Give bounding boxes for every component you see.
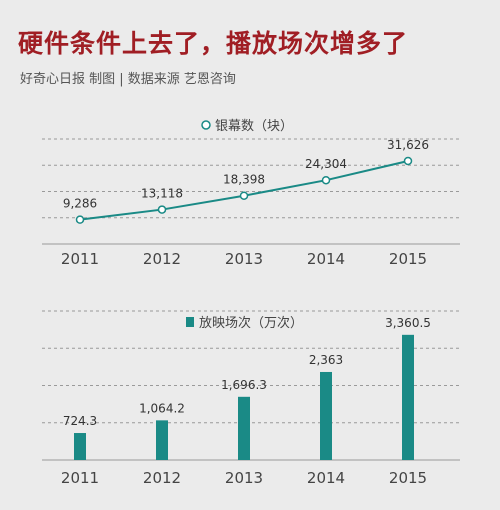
bar-legend-label: 放映场次（万次） [199, 315, 303, 331]
bar-chart-series: 724.3 1,064.2 1,696.3 2,363 3,360.5 [63, 316, 431, 460]
line-data-label: 24,304 [305, 157, 347, 171]
bar-x-tick-label: 2012 [143, 469, 181, 487]
line-x-tick-label: 2015 [389, 250, 427, 268]
bar-data-label: 2,363 [309, 353, 343, 367]
line-chart-series: 9,286 13,118 18,398 24,304 31,626 [63, 138, 429, 224]
bar-x-tick-label: 2011 [61, 469, 99, 487]
line-data-label: 13,118 [141, 187, 183, 201]
bar-data-label: 1,696.3 [221, 378, 267, 392]
bar-x-tick-label: 2015 [389, 469, 427, 487]
bar-data-label: 3,360.5 [385, 316, 431, 330]
line-legend: 银幕数（块） [201, 119, 293, 134]
line-data-label: 9,286 [63, 197, 97, 211]
line-legend-marker-icon [201, 120, 211, 130]
bar-x-tick-label: 2014 [307, 469, 345, 487]
line-data-point [239, 191, 249, 200]
line-data-point [321, 175, 331, 185]
bar [74, 433, 86, 460]
line-x-tick-label: 2014 [307, 250, 345, 268]
bar-legend-marker-icon [186, 317, 194, 327]
bar-chart-x-axis: 2011 2012 2013 2014 2015 [61, 469, 427, 487]
bar-data-label: 724.3 [63, 414, 97, 428]
line-legend-label: 银幕数（块） [215, 119, 293, 134]
chart-subtitle: 好奇心日报 制图 | 数据来源 艺恩咨询 [20, 72, 236, 87]
line-data-label: 18,398 [223, 173, 265, 187]
bar-x-tick-label: 2013 [225, 469, 263, 487]
line-x-tick-label: 2013 [225, 250, 263, 268]
line-chart-grid [42, 138, 460, 245]
bar [320, 371, 332, 460]
bar [156, 420, 168, 460]
bar [238, 396, 250, 460]
line-data-label: 31,626 [387, 138, 429, 152]
bar-data-label: 1,064.2 [139, 401, 185, 415]
bar-legend: 放映场次（万次） [186, 315, 303, 331]
line-data-point [75, 215, 85, 224]
bar [402, 334, 414, 460]
line-series-path [79, 160, 409, 221]
line-chart-x-axis: 2011 2012 2013 2014 2015 [61, 250, 427, 268]
chart-title: 硬件条件上去了，播放场次增多了 [18, 29, 409, 58]
line-x-tick-label: 2011 [61, 250, 99, 268]
line-data-point [157, 205, 167, 214]
line-data-point [403, 156, 413, 166]
line-x-tick-label: 2012 [143, 250, 181, 268]
bar-chart-grid [42, 310, 460, 461]
